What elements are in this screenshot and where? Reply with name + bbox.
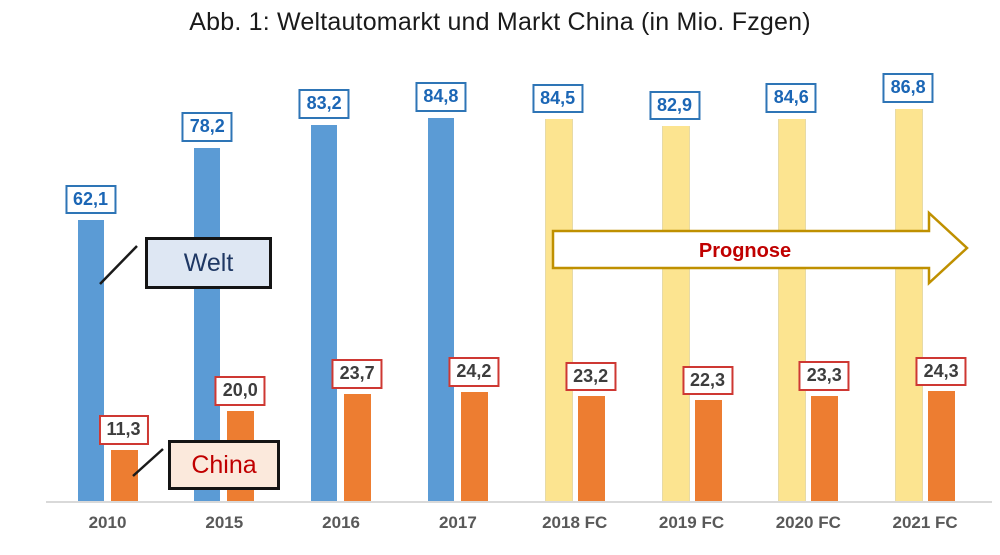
chart-title: Abb. 1: Weltautomarkt und Markt China (i… bbox=[189, 8, 811, 36]
welt-value-label: 84,8 bbox=[415, 82, 467, 112]
welt-value-label: 84,5 bbox=[532, 83, 584, 114]
welt-value-label: 82,9 bbox=[648, 90, 701, 121]
welt-legend-box: Welt bbox=[145, 237, 272, 289]
welt-bar bbox=[427, 117, 454, 501]
china-value-label: 24,2 bbox=[448, 357, 500, 387]
welt-value-label: 86,8 bbox=[882, 73, 934, 103]
china-bar bbox=[577, 396, 605, 501]
welt-value-label: 84,6 bbox=[765, 83, 817, 113]
china-bar bbox=[344, 393, 372, 501]
x-axis-label: 2010 bbox=[88, 513, 127, 532]
china-value-label: 24,3 bbox=[915, 356, 967, 387]
x-axis-label: 2020 FC bbox=[775, 513, 841, 532]
china-legend-label: China bbox=[191, 450, 257, 479]
china-bar bbox=[928, 391, 956, 501]
welt-value-label: 62,1 bbox=[64, 184, 117, 215]
x-axis-label: 2018 FC bbox=[542, 513, 608, 532]
china-bar bbox=[110, 449, 138, 501]
china-value-label: 20,0 bbox=[214, 376, 266, 406]
welt-bar bbox=[311, 124, 338, 501]
china-bar bbox=[694, 400, 722, 501]
x-axis-label: 2021 FC bbox=[892, 513, 958, 532]
welt-value-label: 78,2 bbox=[181, 111, 233, 142]
welt-callout-line bbox=[99, 245, 138, 285]
china-legend-box: China bbox=[168, 440, 280, 490]
welt-forecast-bar bbox=[778, 118, 807, 501]
welt-forecast-bar bbox=[661, 126, 690, 501]
welt-forecast-bar bbox=[895, 108, 924, 501]
x-axis-label: 2017 bbox=[438, 513, 477, 532]
china-value-label: 22,3 bbox=[681, 365, 734, 396]
welt-legend-label: Welt bbox=[183, 248, 234, 277]
china-value-label: 23,7 bbox=[331, 359, 383, 389]
china-callout-line bbox=[132, 448, 164, 477]
prognose-label: Prognose bbox=[699, 240, 791, 262]
china-value-label: 11,3 bbox=[98, 415, 149, 445]
welt-bar bbox=[77, 220, 104, 501]
china-bar bbox=[811, 395, 839, 501]
x-axis-line bbox=[46, 501, 992, 503]
china-value-label: 23,3 bbox=[798, 361, 850, 391]
x-axis-label: 2016 bbox=[322, 513, 361, 532]
x-axis-label: 2015 bbox=[205, 513, 244, 532]
welt-forecast-bar bbox=[544, 119, 573, 501]
china-bar bbox=[460, 391, 488, 501]
welt-value-label: 83,2 bbox=[298, 89, 350, 119]
x-axis-label: 2019 FC bbox=[658, 513, 725, 532]
china-value-label: 23,2 bbox=[565, 361, 617, 392]
